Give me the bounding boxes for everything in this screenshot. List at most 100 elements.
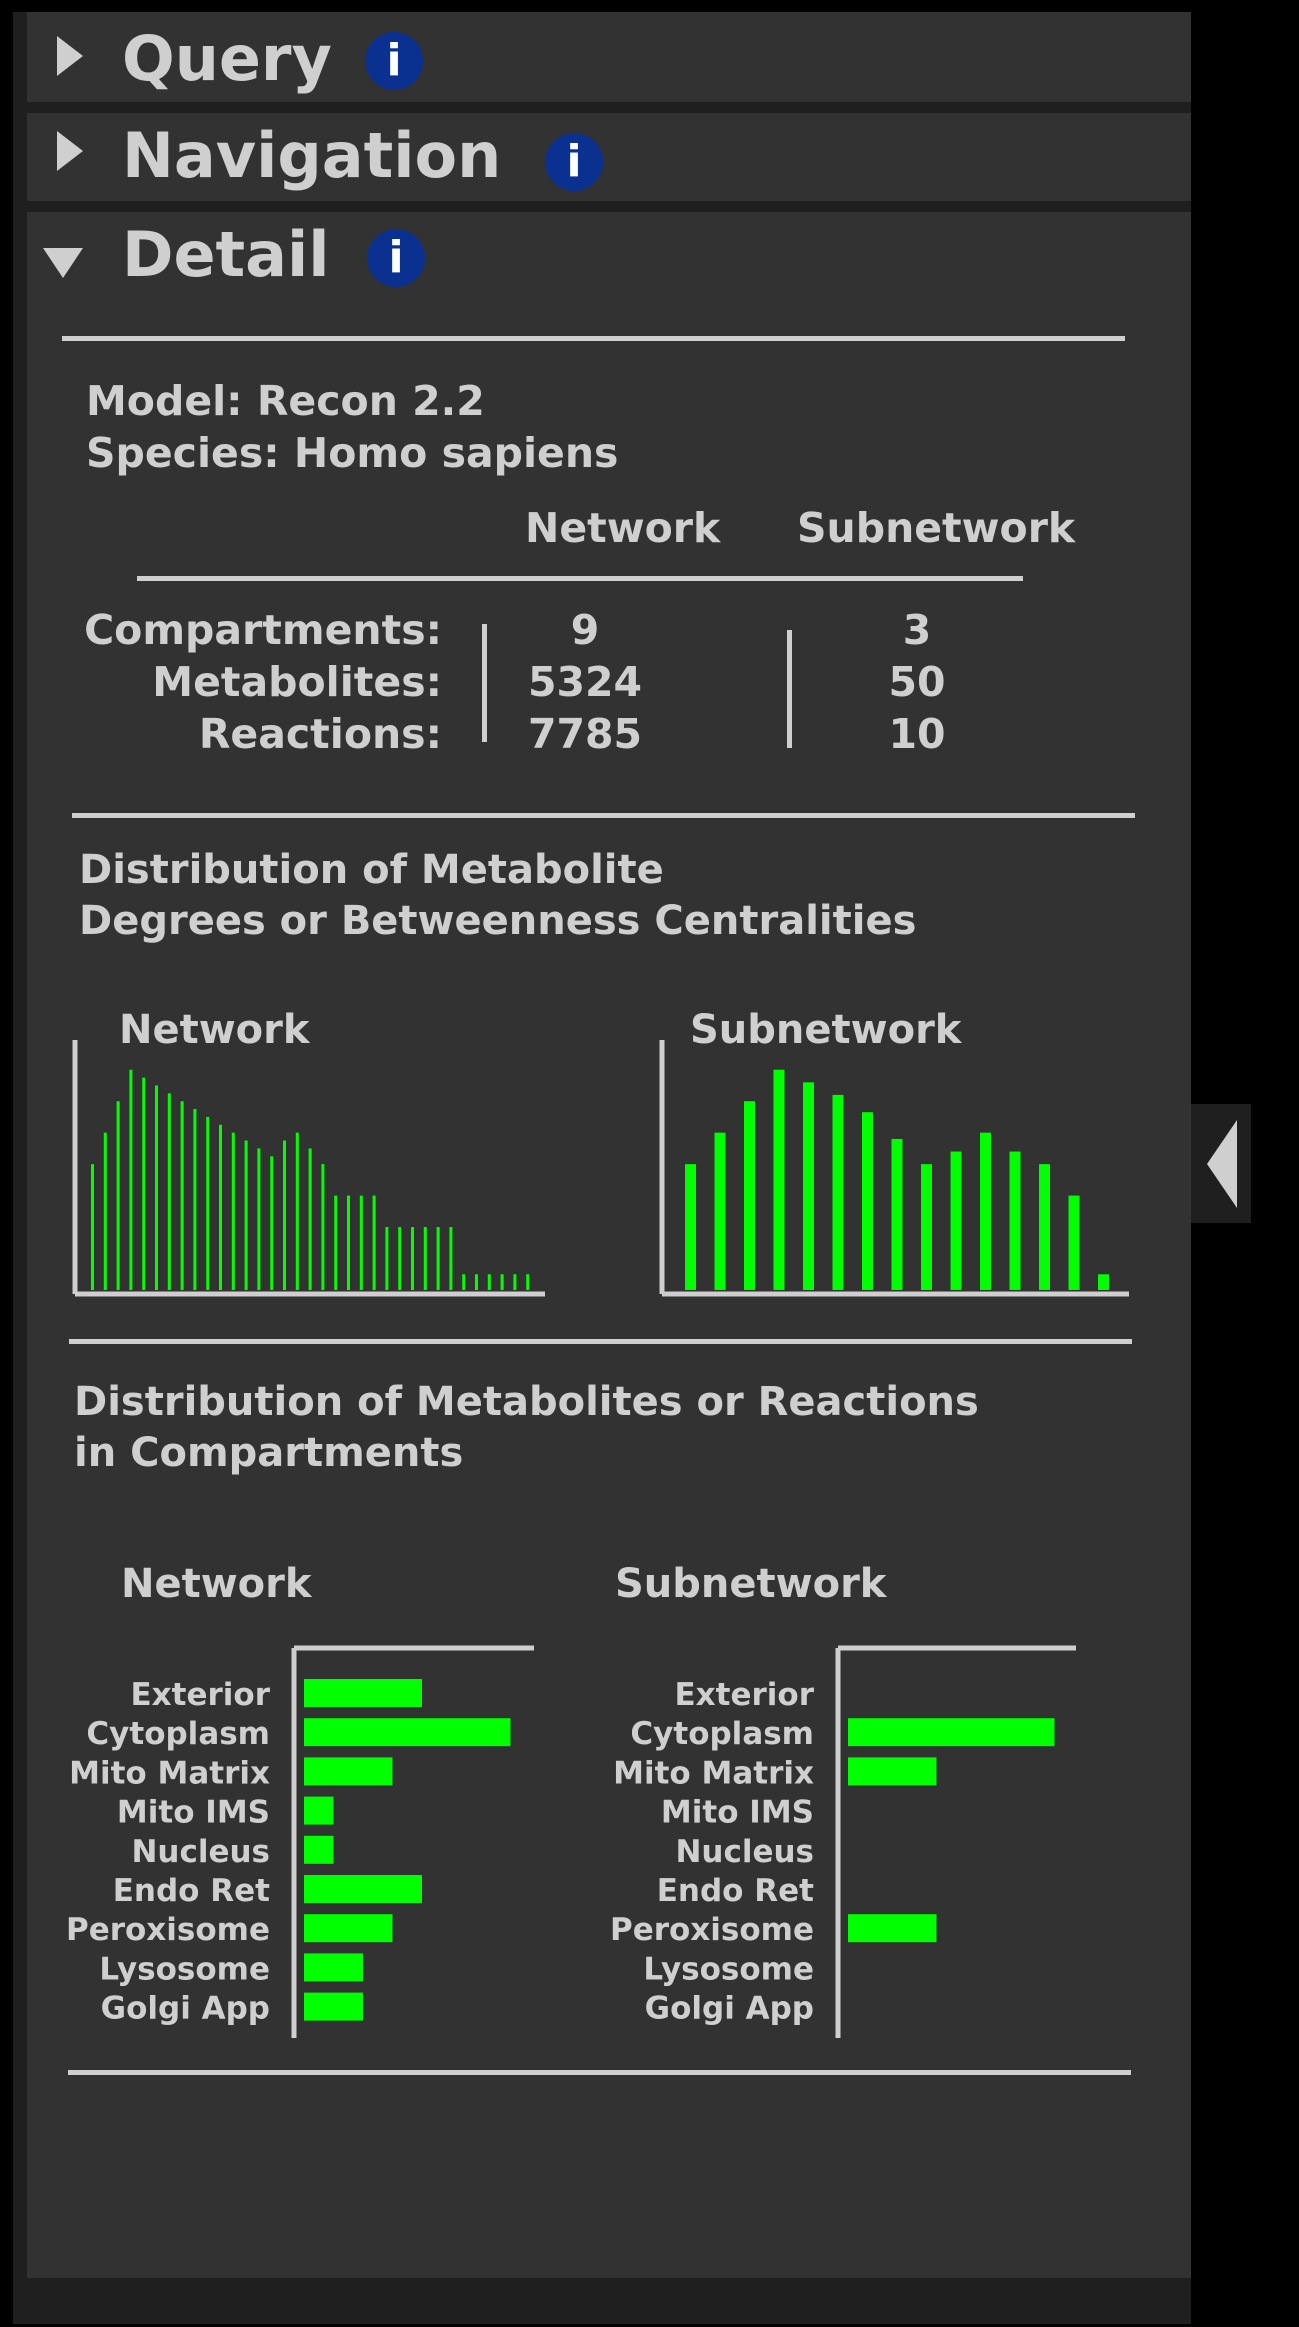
- compartment-label: Nucleus: [675, 1834, 814, 1870]
- compartment-label: Cytoplasm: [86, 1716, 270, 1752]
- compartment-chart-title: Network: [121, 1561, 313, 1607]
- histogram-bar: [372, 1195, 376, 1290]
- compartment-bar: [304, 1953, 363, 1982]
- compartment-label: Endo Ret: [657, 1873, 814, 1909]
- navigation-section[interactable]: Navigation i: [27, 113, 1191, 201]
- histogram-bar: [103, 1132, 107, 1290]
- network-metabolites: 5324: [527, 658, 643, 706]
- divider: [69, 1339, 1132, 1344]
- column-header-network: Network: [525, 504, 721, 552]
- histogram-bar: [832, 1094, 844, 1290]
- histogram-bar: [685, 1164, 696, 1290]
- compartment-bar: [304, 1796, 334, 1825]
- network-reactions: 7785: [527, 710, 643, 758]
- histogram-bar: [91, 1164, 94, 1290]
- compartment-label: Mito Matrix: [613, 1755, 814, 1791]
- histogram-bar: [475, 1274, 478, 1290]
- expand-arrow-icon[interactable]: [57, 36, 83, 76]
- compartment-bar: [304, 1718, 511, 1747]
- compartment-bar: [848, 1914, 937, 1943]
- compartment-label: Cytoplasm: [630, 1716, 814, 1752]
- compartment-distribution-title: Distribution of Metabolites or Reactions: [74, 1379, 979, 1425]
- histogram-bar: [803, 1082, 814, 1290]
- histogram-bar: [1098, 1274, 1109, 1290]
- histogram-bar: [891, 1138, 903, 1290]
- section-title-detail: Detail: [122, 218, 330, 291]
- column-header-subnetwork: Subnetwork: [797, 504, 1076, 552]
- compartment-bar: [304, 1757, 393, 1786]
- detail-section: Detail i Model: Recon 2.2 Species: Homo …: [27, 212, 1191, 2278]
- column-separator: [482, 624, 487, 742]
- compartment-distribution-title-line2: in Compartments: [74, 1430, 464, 1476]
- section-title-query: Query: [122, 22, 332, 95]
- degree-distribution-title: Distribution of Metabolite: [79, 847, 664, 893]
- arrow-left-icon[interactable]: [1207, 1120, 1237, 1208]
- model-name: Model: Recon 2.2: [86, 377, 485, 425]
- charts-canvas: Network SubnetworkNetworkExteriorCytoplas…: [66, 1007, 1129, 2038]
- compartment-label: Endo Ret: [113, 1873, 270, 1909]
- histogram-bar: [180, 1101, 184, 1290]
- histogram-bar: [308, 1148, 312, 1290]
- histogram-bar: [142, 1077, 146, 1290]
- collapse-arrow-icon[interactable]: [43, 248, 83, 278]
- histogram-bar: [231, 1132, 235, 1290]
- histogram-bar: [116, 1101, 120, 1290]
- histogram-bar: [155, 1085, 158, 1290]
- histogram-bar: [436, 1227, 440, 1290]
- histogram-bar: [359, 1195, 363, 1290]
- network-compartments: 9: [570, 606, 600, 654]
- histogram-bar: [500, 1274, 504, 1290]
- divider: [68, 2070, 1131, 2075]
- table-header-rule: [137, 576, 1023, 581]
- histogram-bar: [1039, 1164, 1050, 1290]
- compartment-label: Lysosome: [99, 1951, 270, 1987]
- compartment-label: Peroxisome: [610, 1912, 814, 1948]
- histogram-bar: [295, 1132, 299, 1290]
- species-name: Species: Homo sapiens: [86, 429, 619, 477]
- histogram-bar: [950, 1151, 962, 1290]
- compartment-label: Exterior: [674, 1677, 814, 1713]
- histogram-bar: [862, 1112, 873, 1290]
- histogram-bar: [1009, 1151, 1021, 1290]
- compartment-bar: [304, 1679, 422, 1707]
- degree-distribution-title-line2: Degrees or Betweenness Centralities: [79, 898, 917, 944]
- compartment-label: Lysosome: [643, 1951, 814, 1987]
- histogram-bar: [921, 1164, 932, 1290]
- compartment-bar: [304, 1914, 393, 1943]
- histogram-bar: [219, 1124, 222, 1290]
- info-icon[interactable]: i: [545, 133, 603, 191]
- divider: [62, 336, 1125, 341]
- histogram-bar: [513, 1274, 517, 1290]
- compartment-bar: [304, 1875, 422, 1903]
- compartment-label: Nucleus: [131, 1834, 270, 1870]
- query-section[interactable]: Query i: [27, 12, 1191, 102]
- histogram-bar: [744, 1101, 755, 1290]
- histogram-bar: [334, 1195, 338, 1290]
- histogram-bar: [714, 1132, 726, 1290]
- histogram-title: Subnetwork: [690, 1007, 963, 1053]
- histogram-bar: [398, 1227, 402, 1290]
- histogram-bar: [283, 1140, 286, 1290]
- subnetwork-reactions: 10: [888, 710, 946, 758]
- subnetwork-metabolites: 50: [888, 658, 946, 706]
- histogram-bar: [167, 1093, 171, 1290]
- histogram-bar: [193, 1109, 197, 1290]
- histogram-bar: [411, 1227, 414, 1290]
- histogram-title: Network: [119, 1007, 311, 1053]
- collapse-panel-tab[interactable]: [1191, 1104, 1251, 1223]
- compartment-bar: [304, 1835, 334, 1864]
- compartment-bar: [304, 1992, 363, 2021]
- histogram-bar: [206, 1116, 210, 1290]
- info-icon[interactable]: i: [367, 229, 425, 287]
- divider: [72, 813, 1135, 818]
- histogram-bar: [129, 1069, 133, 1290]
- subnetwork-compartments: 3: [902, 606, 932, 654]
- expand-arrow-icon[interactable]: [57, 131, 83, 171]
- row-label-reactions: Reactions:: [198, 710, 442, 758]
- compartment-chart-title: Subnetwork: [615, 1561, 888, 1607]
- info-icon[interactable]: i: [365, 32, 423, 90]
- row-label-metabolites: Metabolites:: [152, 658, 442, 706]
- histogram-bar: [487, 1274, 491, 1290]
- compartment-label: Mito IMS: [661, 1795, 814, 1831]
- histogram-bar: [449, 1227, 453, 1290]
